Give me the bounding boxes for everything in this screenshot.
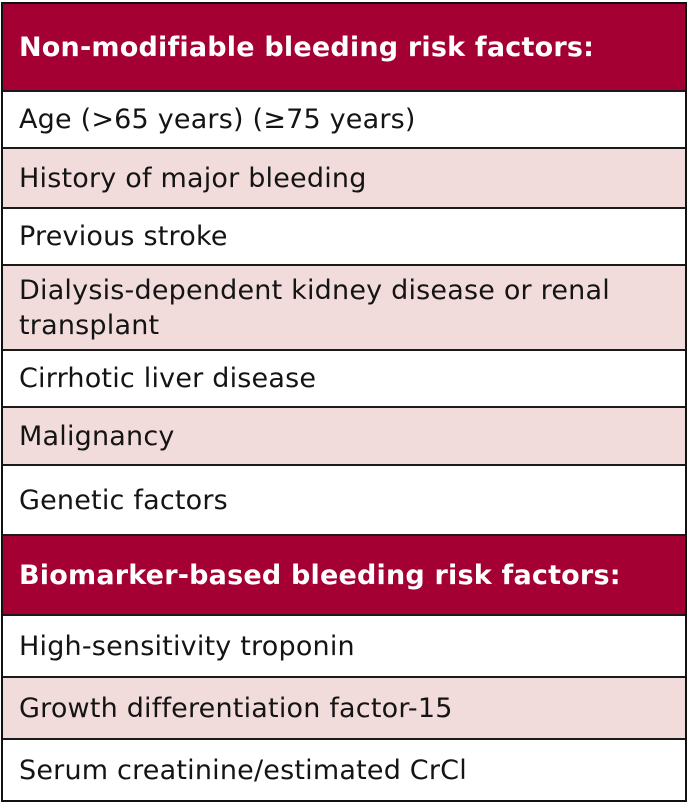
row-text: Genetic factors [19,484,228,516]
table-row: History of major bleeding [3,149,685,209]
section-heading-non-modifiable: Non-modifiable bleeding risk factors: [3,4,685,92]
table-row: Growth differentiation factor-15 [3,678,685,740]
row-text: Serum creatinine/estimated CrCl [19,754,467,786]
table-row: Serum creatinine/estimated CrCl [3,740,685,800]
section-heading-text: Biomarker-based bleeding risk factors: [19,559,621,591]
table-row: Genetic factors [3,466,685,536]
row-text: Dialysis-dependent kidney disease or ren… [19,274,610,341]
row-text: Cirrhotic liver disease [19,363,317,394]
row-text: Age (>65 years) (≥75 years) [19,104,416,135]
row-text: High-sensitivity troponin [19,630,355,662]
table-row: Cirrhotic liver disease [3,351,685,408]
table-row: Age (>65 years) (≥75 years) [3,92,685,149]
row-text: History of major bleeding [19,162,367,194]
row-text: Growth differentiation factor-15 [19,692,453,724]
table-row: Previous stroke [3,209,685,266]
table-row: High-sensitivity troponin [3,616,685,678]
section-heading-biomarker: Biomarker-based bleeding risk factors: [3,536,685,616]
row-text: Previous stroke [19,221,228,252]
row-text: Malignancy [19,420,175,452]
table-row: Malignancy [3,408,685,466]
section-heading-text: Non-modifiable bleeding risk factors: [19,31,595,63]
table-row: Dialysis-dependent kidney disease or ren… [3,266,685,351]
